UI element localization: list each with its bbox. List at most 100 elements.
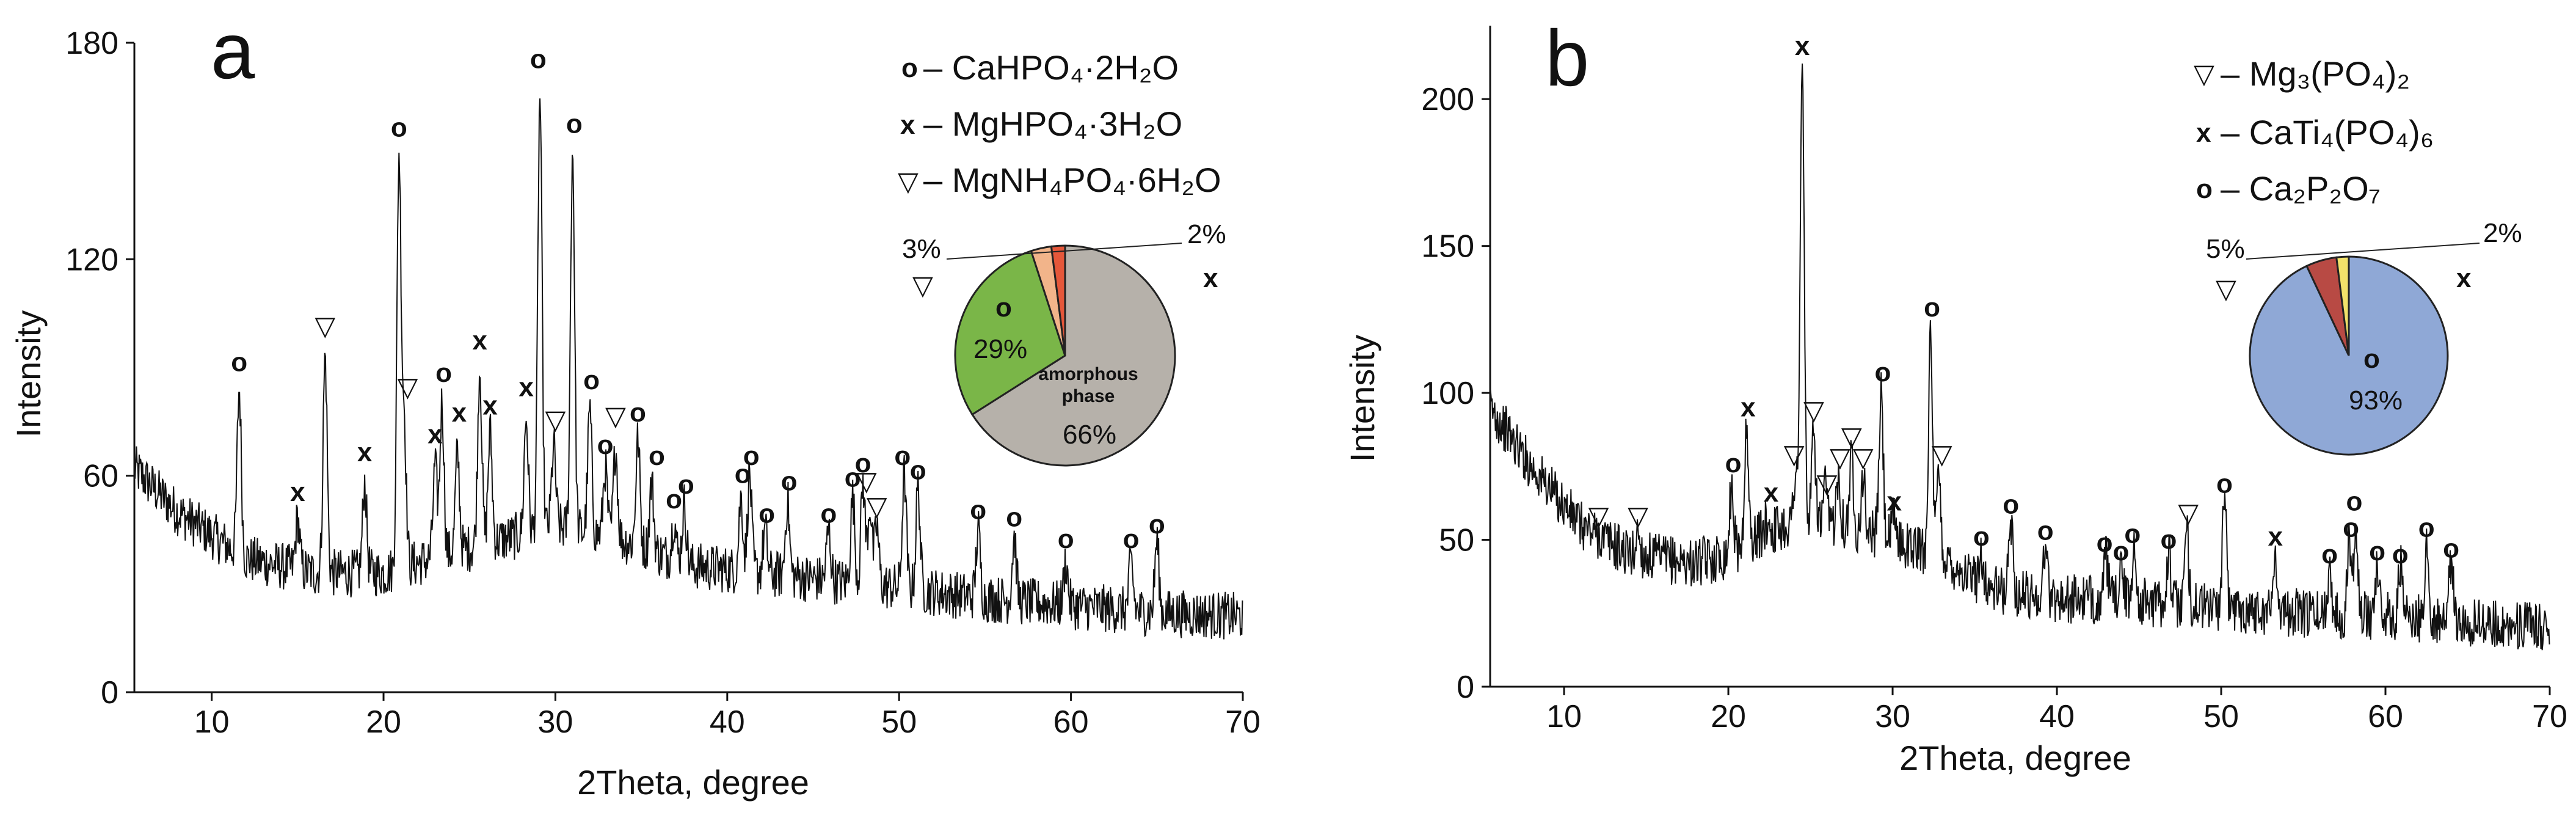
x-tick-label: 40 [710, 704, 745, 740]
panel-a-xrd-trace [134, 98, 1243, 640]
pie-b-symbol-triangle: ▽ [2216, 274, 2236, 304]
phase-marker: o [2418, 513, 2435, 543]
pie-b-slice-label-5pct: 5% [2206, 234, 2245, 264]
phase-marker: o [231, 347, 247, 377]
x-tick-label: 60 [2368, 699, 2403, 734]
panel-a-pie-chart: 3% 2% ▽ x o 29% amorphous phase 66% [902, 219, 1226, 467]
pie-b-slice-label-2pct: 2% [2483, 218, 2522, 248]
y-tick-label: 200 [1421, 82, 1474, 117]
phase-marker: o [391, 113, 407, 143]
panel-a-y-ticks: 0 60 120 180 [65, 26, 134, 711]
phase-marker: ▽ [1588, 502, 1609, 532]
pie-b-slice-label-93pct: 93% [2349, 386, 2403, 415]
legend-a-text-3: MgNH₄PO₄·6H₂O [952, 161, 1221, 199]
phase-marker: o [970, 495, 986, 525]
panel-b-y-axis-title: Intensity [1343, 335, 1381, 462]
phase-marker: ▽ [1830, 442, 1850, 472]
x-tick-label: 30 [1875, 699, 1910, 734]
legend-a-label-1: – CaHPO₄·2H₂O [923, 48, 1179, 87]
phase-marker: o [2124, 519, 2141, 549]
legend-b-symbol-3: o [2196, 174, 2213, 204]
y-tick-label: 120 [65, 242, 118, 277]
phase-marker: o [781, 466, 798, 496]
panel-b-x-axis-title: 2Theta, degree [1899, 739, 2131, 777]
phase-marker: o [1725, 448, 1742, 478]
phase-marker: o [2037, 516, 2054, 546]
phase-marker: o [1123, 524, 1140, 554]
phase-marker: ▽ [545, 405, 566, 435]
legend-b-label-2: – CaTi₄(PO₄)₆ [2221, 113, 2434, 152]
pie-a-slice-label-2pct: 2% [1187, 219, 1226, 249]
pie-slice [954, 249, 1066, 416]
phase-marker: x [1887, 486, 1902, 516]
phase-marker: o [597, 430, 614, 460]
panel-b-x-ticks: 10 20 30 40 50 60 70 [1546, 687, 2567, 734]
phase-marker: o [1149, 510, 1165, 539]
y-tick-label: 150 [1421, 229, 1474, 265]
phase-marker: o [2369, 536, 2385, 566]
phase-marker: x [1764, 478, 1779, 508]
y-tick-label: 180 [65, 26, 118, 61]
phase-marker: ▽ [867, 492, 887, 522]
x-tick-label: 10 [194, 704, 230, 740]
pie-a-slice-label-29pct: 29% [973, 334, 1027, 364]
phase-marker: o [435, 358, 452, 388]
x-tick-label: 60 [1053, 704, 1089, 740]
phase-marker: ▽ [2178, 499, 2199, 528]
pie-b-symbol-x: x [2456, 263, 2472, 293]
panel-a-label: a [211, 6, 255, 95]
phase-marker: o [1973, 522, 1990, 552]
phase-marker: o [2112, 536, 2129, 566]
x-tick-label: 70 [2532, 699, 2567, 734]
panel-a: a Intensity 2Theta, degree 0 60 120 180 10 2… [9, 6, 1261, 802]
x-tick-label: 10 [1546, 699, 1582, 734]
panel-b-label: b [1545, 13, 1589, 103]
phase-marker: o [1874, 357, 1891, 387]
phase-marker: ▽ [315, 311, 335, 341]
phase-marker: x [290, 477, 305, 507]
phase-marker: o [2346, 486, 2362, 516]
phase-marker: o [2392, 539, 2409, 569]
panel-a-legend: o – CaHPO₄·2H₂O x – MgHPO₄·3H₂O ▽ – MgNH… [898, 48, 1221, 199]
phase-marker: o [1924, 293, 1940, 323]
phase-marker: x [428, 420, 443, 450]
legend-a-text-1: CaHPO₄·2H₂O [952, 48, 1179, 87]
panel-b-xrd-trace [1490, 63, 2550, 651]
phase-marker: x [1741, 393, 1756, 423]
legend-a-label-3: – MgNH₄PO₄·6H₂O [923, 161, 1221, 199]
phase-marker: ▽ [1803, 395, 1824, 425]
y-tick-label: 50 [1439, 523, 1474, 558]
legend-b-label-3: – Ca₂P₂O₇ [2221, 169, 2381, 208]
phase-marker: ▽ [1932, 440, 1952, 470]
pie-slice [2335, 255, 2350, 356]
legend-b-item-3: o – Ca₂P₂O₇ [2196, 169, 2381, 208]
phase-marker: o [630, 398, 646, 428]
panel-b: b Intensity 2Theta, degree 050100150200 … [1343, 13, 2567, 777]
legend-a-symbol-3: ▽ [898, 167, 919, 197]
y-tick-label: 100 [1421, 376, 1474, 411]
pie-b-symbol-o: o [2363, 344, 2380, 374]
phase-marker: o [845, 462, 861, 492]
phase-marker: x [357, 437, 373, 467]
phase-marker: o [820, 499, 837, 528]
legend-b-symbol-1: ▽ [2194, 59, 2214, 89]
phase-marker: o [2216, 469, 2233, 499]
pie-a-amorphous-line1: amorphous [1038, 364, 1138, 384]
pie-a-symbol-triangle: ▽ [912, 271, 933, 301]
phase-marker: o [855, 448, 871, 478]
phase-marker: ▽ [397, 373, 418, 403]
phase-marker: o [2443, 533, 2459, 563]
pie-b-slices [2249, 255, 2449, 456]
phase-marker: o [1058, 524, 1074, 554]
x-tick-label: 40 [2039, 699, 2075, 734]
phase-marker: o [2097, 528, 2113, 558]
x-tick-label: 50 [2203, 699, 2239, 734]
phase-marker: x [452, 398, 467, 428]
y-tick-label: 0 [101, 675, 118, 711]
phase-marker: ▽ [1841, 422, 1862, 452]
phase-marker: ▽ [856, 466, 877, 496]
phase-marker: o [910, 456, 926, 486]
phase-marker: x [472, 326, 487, 356]
phase-marker: o [759, 499, 775, 528]
